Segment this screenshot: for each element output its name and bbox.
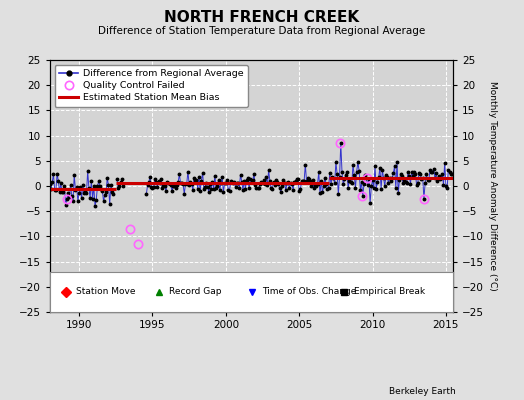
Text: Record Gap: Record Gap <box>169 288 221 296</box>
Text: Difference of Station Temperature Data from Regional Average: Difference of Station Temperature Data f… <box>99 26 425 36</box>
Text: Station Move: Station Move <box>76 288 136 296</box>
Text: NORTH FRENCH CREEK: NORTH FRENCH CREEK <box>165 10 359 25</box>
Y-axis label: Monthly Temperature Anomaly Difference (°C): Monthly Temperature Anomaly Difference (… <box>488 81 497 291</box>
Text: Time of Obs. Change: Time of Obs. Change <box>261 288 356 296</box>
Legend: Difference from Regional Average, Quality Control Failed, Estimated Station Mean: Difference from Regional Average, Qualit… <box>54 65 248 107</box>
Text: Empirical Break: Empirical Break <box>354 288 425 296</box>
Text: Berkeley Earth: Berkeley Earth <box>389 387 456 396</box>
